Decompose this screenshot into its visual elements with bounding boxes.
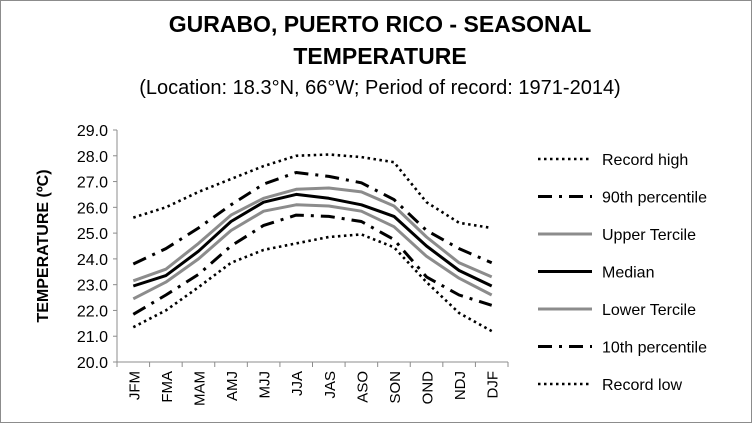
series-line-10th-percentile: [132, 213, 493, 316]
legend-label-record-high: Record high: [602, 152, 688, 169]
chart-axes: 29.0 28.0 27.0 26.0 25.0 24.0 23.0 22.0 21.0 20.0…: [35, 123, 509, 406]
legend-label-90th-percentile: 90th percentile: [602, 190, 707, 207]
x-tick-label: SON: [387, 371, 404, 404]
x-tick-label: NDJ: [452, 371, 469, 400]
x-tick-label: MAM: [191, 371, 208, 406]
chart-title-line2: TEMPERATURE: [293, 43, 467, 69]
legend-label-upper-tercile: Upper Tercile: [602, 227, 696, 244]
y-tick-label: 24.0: [77, 252, 108, 269]
x-tick-label: ASO: [354, 371, 371, 403]
y-tick-label: 28.0: [77, 149, 108, 166]
y-tick-label: 21.0: [77, 329, 108, 346]
x-tick-label: AMJ: [224, 371, 241, 401]
series-line-median: [132, 192, 493, 288]
x-tick-label: FMA: [159, 371, 176, 403]
chart-title-line1: GURABO, PUERTO RICO - SEASONAL: [168, 11, 592, 37]
legend-label-lower-tercile: Lower Tercile: [602, 302, 696, 319]
x-tick-label: DJF: [485, 371, 502, 399]
x-tick-label: JAS: [322, 371, 339, 399]
series-line-upper-tercile: [132, 186, 493, 283]
x-tick-label: OND: [420, 371, 437, 405]
chart-series: [132, 153, 493, 333]
chart-subtitle: (Location: 18.3°N, 66°W; Period of recor…: [139, 77, 621, 99]
y-axis-title: TEMPERATURE (ºC): [35, 169, 52, 322]
series-line-lower-tercile: [132, 203, 493, 301]
y-tick-label: 22.0: [77, 303, 108, 320]
y-tick-label: 20.0: [77, 355, 108, 372]
chart-title: GURABO, PUERTO RICO - SEASONAL TEMPERATU…: [40, 8, 720, 72]
y-tick-label: 27.0: [77, 175, 108, 192]
y-tick-label: 29.0: [77, 123, 108, 140]
y-tick-label: 26.0: [77, 200, 108, 217]
x-tick-label: JFM: [126, 371, 143, 400]
x-tick-label: MJJ: [257, 371, 274, 399]
y-tick-label: 25.0: [77, 226, 108, 243]
legend-label-10th-percentile: 10th percentile: [602, 340, 707, 357]
series-line-90th-percentile: [132, 171, 493, 266]
series-line-record-high: [132, 153, 492, 230]
x-tick-label: JJA: [289, 371, 306, 396]
chart-legend: Record high 90th percentile Upper Tercile M…: [538, 152, 707, 394]
legend-label-median: Median: [602, 265, 654, 282]
y-tick-label: 23.0: [77, 278, 108, 295]
legend-label-record-low: Record low: [602, 377, 682, 394]
